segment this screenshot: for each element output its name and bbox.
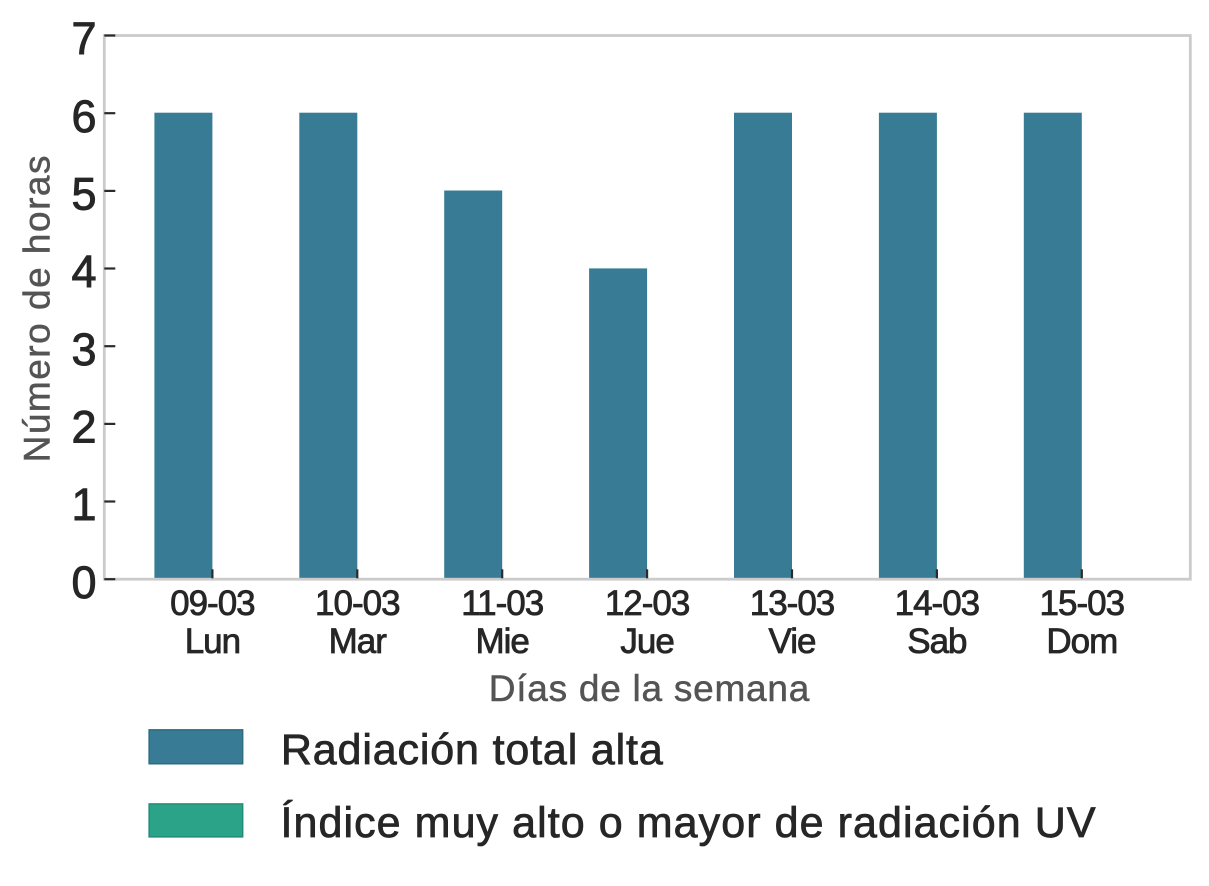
- svg-text:5: 5: [71, 169, 96, 220]
- svg-text:Radiación total alta: Radiación total alta: [281, 726, 664, 774]
- svg-text:10-03: 10-03: [315, 584, 400, 623]
- svg-text:3: 3: [71, 324, 96, 375]
- svg-text:Días de la semana: Días de la semana: [489, 668, 810, 709]
- svg-text:0: 0: [71, 557, 96, 608]
- svg-text:12-03: 12-03: [605, 584, 690, 623]
- svg-text:Jue: Jue: [620, 622, 673, 661]
- svg-text:Sab: Sab: [907, 622, 966, 661]
- svg-text:7: 7: [71, 13, 96, 64]
- svg-text:Mie: Mie: [475, 622, 528, 661]
- svg-text:Dom: Dom: [1046, 622, 1117, 661]
- svg-text:Mar: Mar: [329, 622, 388, 661]
- svg-text:14-03: 14-03: [895, 584, 980, 623]
- svg-text:6: 6: [71, 91, 96, 142]
- svg-text:Vie: Vie: [769, 622, 816, 661]
- svg-text:Índice muy alto o mayor de rad: Índice muy alto o mayor de radiación UV: [281, 799, 1097, 847]
- svg-text:Número de horas: Número de horas: [16, 154, 57, 462]
- svg-text:11-03: 11-03: [461, 584, 543, 623]
- svg-text:Lun: Lun: [185, 622, 240, 661]
- svg-text:1: 1: [71, 479, 96, 530]
- svg-text:13-03: 13-03: [750, 584, 835, 623]
- svg-text:15-03: 15-03: [1040, 584, 1125, 623]
- svg-text:2: 2: [71, 402, 96, 453]
- svg-text:09-03: 09-03: [170, 584, 255, 623]
- svg-text:4: 4: [71, 246, 96, 297]
